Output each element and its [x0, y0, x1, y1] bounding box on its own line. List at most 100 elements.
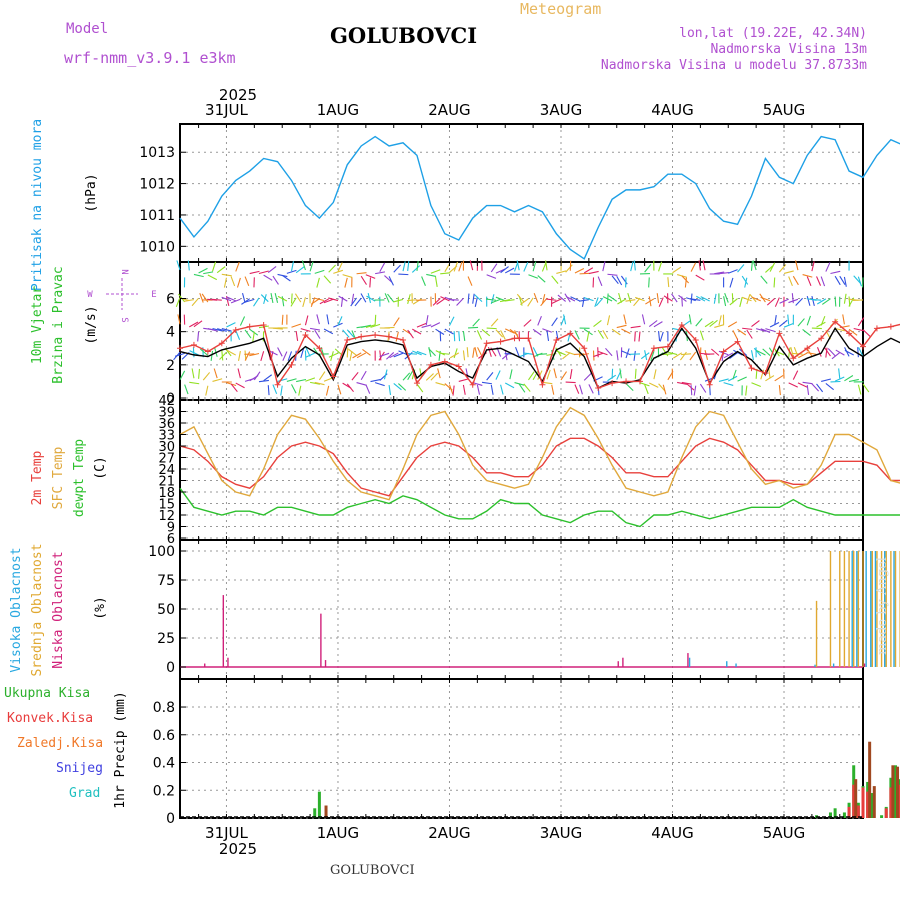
wind-gust-marker	[888, 324, 894, 330]
wind-arrow	[598, 277, 602, 286]
wind-arrow	[303, 297, 306, 307]
wind-arrow	[788, 315, 789, 325]
wind-arrow	[659, 331, 660, 341]
wind-ytick-label: 4	[166, 325, 175, 341]
wind-arrow	[580, 273, 590, 274]
wind-arrow	[793, 353, 803, 354]
wind-arrow	[811, 299, 821, 300]
wind-arrow	[203, 372, 209, 380]
wind-arrow	[486, 299, 496, 300]
wind-arrow	[454, 262, 457, 271]
wind-arrow	[821, 277, 824, 286]
wind-gust-marker	[358, 334, 364, 340]
wind-arrow	[730, 278, 733, 288]
wind-arrow	[523, 353, 533, 354]
wind-arrow	[261, 351, 264, 361]
wind-arrow	[552, 276, 558, 284]
wind-arrow	[719, 379, 729, 382]
wind-arrow	[350, 351, 352, 361]
wind-arrow	[561, 372, 567, 380]
pressure-ytick-label: 1010	[139, 239, 175, 255]
wind-arrow	[533, 329, 541, 335]
wind-arrow	[426, 315, 428, 325]
precip-bar-mixed	[854, 779, 857, 818]
wind-arrow	[673, 267, 681, 273]
wind-arrow	[203, 272, 213, 274]
wind-arrow	[546, 299, 556, 300]
wind-arrow	[475, 347, 477, 357]
wind-arrow	[194, 274, 204, 276]
bottom-year-label: 2025	[219, 840, 257, 858]
temperature-series-dewpt-temp	[180, 488, 900, 526]
wind-title-2: Brzina i Pravac	[51, 266, 66, 383]
wind-arrow	[607, 315, 609, 325]
wind-arrow	[587, 332, 589, 342]
wind-arrow	[339, 296, 348, 301]
wind-arrow	[639, 332, 640, 342]
wind-arrow	[746, 386, 747, 396]
wind-arrow	[315, 270, 325, 273]
wind-arrow	[812, 296, 814, 306]
temp-title-2m: 2m Temp	[30, 450, 45, 505]
wind-arrow	[213, 379, 223, 382]
wind-arrow	[649, 277, 650, 287]
wind-arrow	[253, 298, 258, 306]
precip-bar-mixed	[873, 786, 876, 818]
wind-arrow	[326, 386, 328, 396]
wind-gust-marker	[512, 335, 518, 341]
precip-bar-conv	[885, 808, 888, 818]
wind-arrow	[617, 350, 618, 360]
wind-arrow	[211, 351, 212, 361]
credit-label: made by Angel	[875, 557, 890, 655]
wind-arrow	[375, 315, 376, 325]
wind-arrow	[310, 328, 320, 330]
wind-arrow	[278, 379, 288, 382]
wind-arrow	[538, 276, 545, 283]
wind-gust-marker	[553, 337, 559, 343]
wind-arrow	[858, 385, 861, 395]
precip-legend-item: Zaledj.Kisa	[17, 736, 103, 751]
model-name: wrf-nmm_v3.9.1 e3km	[64, 49, 236, 67]
wind-arrow	[449, 300, 459, 301]
wind-arrow	[556, 351, 565, 355]
wind-arrow	[807, 385, 808, 395]
wind-arrow	[621, 329, 630, 333]
wind-arrow	[835, 276, 840, 285]
precip-frame	[180, 679, 863, 818]
precip-ytick-label: 0.2	[153, 783, 175, 799]
wind-arrow	[394, 265, 401, 272]
wind-arrow	[843, 314, 845, 324]
wind-arrow	[728, 322, 737, 327]
wind-arrow	[361, 294, 366, 303]
wind-arrow	[408, 294, 411, 304]
wind-arrow	[317, 314, 320, 324]
wind-arrow	[407, 300, 417, 301]
wind-arrow	[282, 315, 283, 325]
temp-title-dew: dewpt Temp	[72, 439, 87, 517]
wind-arrow	[705, 350, 707, 360]
wind-arrow	[347, 384, 353, 392]
wind-arrow	[751, 321, 759, 327]
bottom-day-label: 2AUG	[428, 824, 470, 842]
wind-arrow	[779, 320, 787, 326]
top-day-label: 1AUG	[317, 101, 359, 119]
wind-arrow	[769, 368, 770, 378]
pressure-ytick-label: 1011	[139, 208, 175, 224]
wind-arrow	[185, 385, 188, 394]
precip-ytick-label: 0.4	[153, 756, 175, 772]
wind-arrow	[396, 332, 398, 342]
wind-arrow	[426, 274, 436, 276]
wind-arrow	[724, 383, 734, 386]
wind-arrow	[292, 324, 301, 327]
wind-arrow	[858, 347, 859, 357]
wind-arrow	[436, 277, 438, 287]
wind-arrow	[789, 277, 793, 286]
wind-arrow	[273, 276, 279, 284]
wind-arrow	[779, 385, 780, 395]
wind-arrow	[473, 294, 474, 304]
wind-gust-marker	[707, 382, 713, 388]
wind-arrow	[575, 269, 584, 273]
wind-arrow	[524, 320, 531, 327]
wind-arrow	[412, 266, 419, 273]
